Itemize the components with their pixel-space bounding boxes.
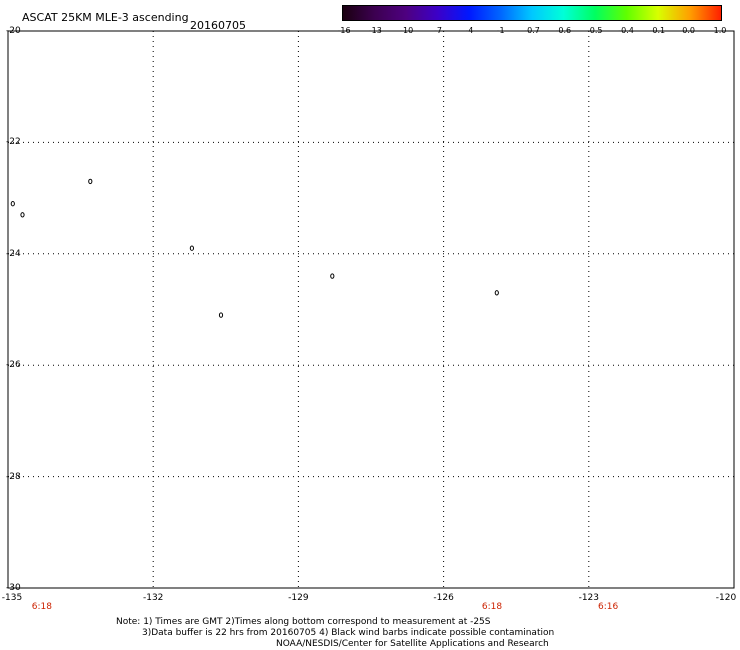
note-line-2: 3)Data buffer is 22 hrs from 20160705 4)… bbox=[142, 628, 555, 638]
latitude-label: -28 bbox=[6, 471, 21, 482]
product-title: ASCAT 25KM MLE-3 ascending bbox=[22, 11, 189, 24]
grid-lines bbox=[7, 30, 735, 589]
island-outline bbox=[20, 212, 25, 218]
latitude-label: -30 bbox=[6, 583, 21, 593]
latitude-label: -24 bbox=[6, 248, 21, 259]
longitude-label: -129 bbox=[288, 593, 309, 603]
swath-time-label: 6:18 bbox=[481, 602, 503, 612]
longitude-label: -132 bbox=[142, 593, 164, 603]
colorbar bbox=[342, 5, 722, 21]
swath-time-label: 6:18 bbox=[31, 602, 52, 612]
longitude-label: -126 bbox=[433, 593, 454, 603]
note-line-3: NOAA/NESDIS/Center for Satellite Applica… bbox=[276, 639, 549, 649]
latitude-label: -26 bbox=[6, 360, 21, 371]
islands bbox=[10, 178, 499, 318]
longitude-label: -120 bbox=[715, 593, 737, 603]
product-date: 20160705 bbox=[190, 19, 246, 32]
longitude-label: -135 bbox=[1, 593, 23, 603]
island-outline bbox=[189, 245, 194, 251]
note-line-1: Note: 1) Times are GMT 2)Times along bot… bbox=[116, 617, 491, 627]
latitude-label: -20 bbox=[6, 26, 21, 36]
latitude-label: -22 bbox=[6, 137, 21, 148]
map-plot bbox=[7, 30, 735, 589]
longitude-label: -123 bbox=[578, 593, 600, 603]
island-outline bbox=[218, 312, 224, 318]
island-outline bbox=[10, 201, 15, 207]
island-outline bbox=[88, 178, 93, 185]
island-outline bbox=[330, 273, 335, 279]
swath-time-label: 6:16 bbox=[598, 602, 619, 612]
map-frame bbox=[7, 30, 735, 589]
island-outline bbox=[494, 290, 499, 296]
